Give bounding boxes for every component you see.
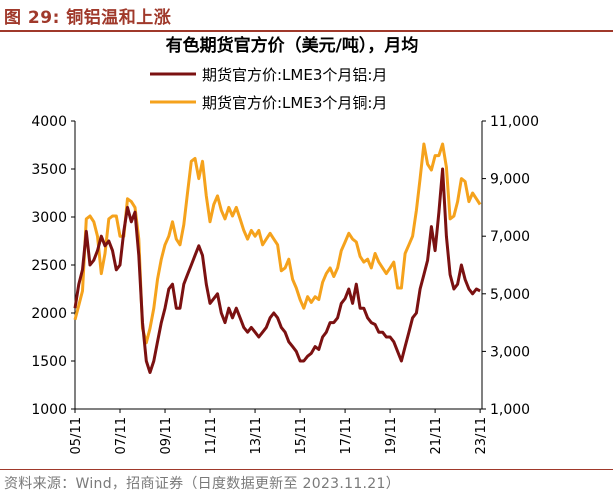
legend-label: 期货官方价:LME3个月铝:月 xyxy=(202,66,387,84)
x-tick-label: 09/11 xyxy=(159,417,174,454)
chart-title: 有色期货官方价（美元/吨），月均 xyxy=(166,35,419,56)
series-layer xyxy=(73,142,482,374)
figure-label: 图 29: xyxy=(4,8,60,28)
y-left-tick-label: 2500 xyxy=(31,258,67,274)
chart-area: 有色期货官方价（美元/吨），月均 期货官方价:LME3个月铝:月 期货官方价:LM… xyxy=(0,31,613,468)
y-right-tick-label: 9,000 xyxy=(490,172,530,188)
source-note: 资料来源：Wind，招商证券（日度数据更新至 2023.11.21） xyxy=(4,476,400,492)
y-right-tick-label: 1,000 xyxy=(490,402,530,418)
figure-heading: 铜铝温和上涨 xyxy=(66,8,172,28)
title-rule xyxy=(0,30,613,32)
y-right-tick-label: 7,000 xyxy=(490,229,530,245)
y-right-tick-label: 3,000 xyxy=(490,344,530,360)
x-tick-label: 17/11 xyxy=(339,417,354,454)
x-tick-label: 13/11 xyxy=(249,417,264,454)
x-tick-label: 07/11 xyxy=(114,417,129,454)
line-chart: 有色期货官方价（美元/吨），月均 期货官方价:LME3个月铝:月期货官方价:LM… xyxy=(31,35,539,454)
y-right-tick-label: 11,000 xyxy=(490,114,539,130)
x-tick-label: 21/11 xyxy=(429,417,444,454)
legend-label: 期货官方价:LME3个月铜:月 xyxy=(202,94,387,112)
y-right-tick-label: 5,000 xyxy=(490,287,530,303)
x-tick-label: 15/11 xyxy=(294,417,309,454)
x-tick-label: 23/11 xyxy=(474,417,489,454)
figure-title: 图 29: 铜铝温和上涨 xyxy=(4,3,171,28)
y-left-tick-label: 3500 xyxy=(31,162,67,178)
y-left-tick-label: 2000 xyxy=(31,306,67,322)
y-left-tick-label: 1500 xyxy=(31,354,67,370)
y-left-tick-label: 3000 xyxy=(31,210,67,226)
x-tick-label: 11/11 xyxy=(204,417,219,454)
x-tick-label: 05/11 xyxy=(69,417,84,454)
x-tick-label: 19/11 xyxy=(384,417,399,454)
y-left-tick-label: 4000 xyxy=(31,114,67,130)
aluminum-series-line xyxy=(73,167,481,374)
copper-series-line xyxy=(73,142,482,345)
chart-axes: 1000 1500 2000 2500 3000 3500 4000 1,000 3,000 5,… xyxy=(31,114,539,454)
source-rule xyxy=(0,469,613,470)
y-left-tick-label: 1000 xyxy=(31,402,67,418)
